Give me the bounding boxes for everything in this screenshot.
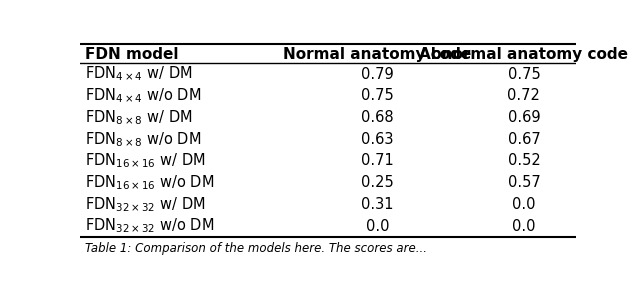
Text: 0.71: 0.71 [361, 153, 394, 168]
Text: 0.25: 0.25 [361, 175, 394, 190]
Text: FDN$_{32\times32}$ w/ DM: FDN$_{32\times32}$ w/ DM [85, 195, 205, 214]
Text: FDN$_{16\times16}$ w/o DM: FDN$_{16\times16}$ w/o DM [85, 173, 214, 192]
Text: FDN$_{4\times4}$ w/o DM: FDN$_{4\times4}$ w/o DM [85, 86, 202, 105]
Text: 0.57: 0.57 [508, 175, 540, 190]
Text: 0.0: 0.0 [512, 197, 536, 212]
Text: Table 1: Comparison of the models here. The scores are...: Table 1: Comparison of the models here. … [85, 242, 427, 255]
Text: 0.0: 0.0 [512, 219, 536, 233]
Text: FDN$_{8\times8}$ w/ DM: FDN$_{8\times8}$ w/ DM [85, 108, 193, 127]
Text: 0.75: 0.75 [361, 88, 394, 103]
Text: 0.69: 0.69 [508, 110, 540, 125]
Text: 0.63: 0.63 [362, 132, 394, 147]
Text: FDN$_{32\times32}$ w/o DM: FDN$_{32\times32}$ w/o DM [85, 217, 214, 235]
Text: 0.72: 0.72 [508, 88, 540, 103]
Text: Abnormal anatomy code: Abnormal anatomy code [419, 47, 628, 62]
Text: FDN$_{16\times16}$ w/ DM: FDN$_{16\times16}$ w/ DM [85, 151, 205, 170]
Text: 0.52: 0.52 [508, 153, 540, 168]
Text: FDN model: FDN model [85, 47, 179, 62]
Text: 0.67: 0.67 [508, 132, 540, 147]
Text: 0.68: 0.68 [362, 110, 394, 125]
Text: FDN$_{8\times8}$ w/o DM: FDN$_{8\times8}$ w/o DM [85, 130, 202, 149]
Text: Normal anatomy code: Normal anatomy code [284, 47, 472, 62]
Text: 0.0: 0.0 [366, 219, 389, 233]
Text: 0.31: 0.31 [362, 197, 394, 212]
Text: 0.75: 0.75 [508, 67, 540, 81]
Text: FDN$_{4\times4}$ w/ DM: FDN$_{4\times4}$ w/ DM [85, 65, 193, 83]
Text: 0.79: 0.79 [361, 67, 394, 81]
